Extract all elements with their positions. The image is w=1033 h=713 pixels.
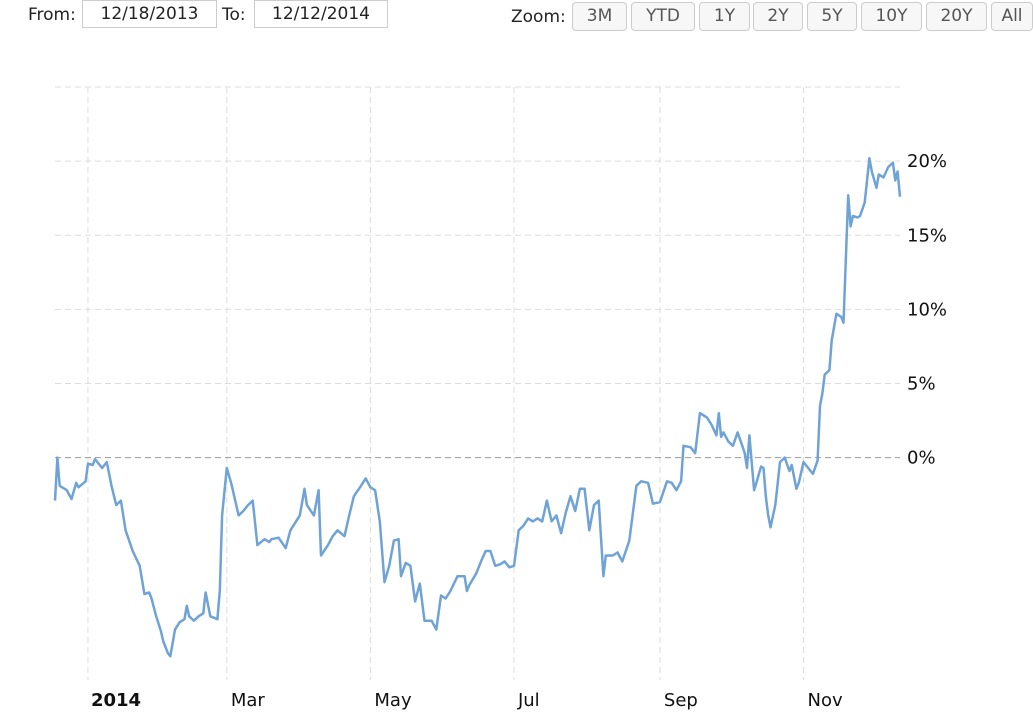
x-tick-label: Jul <box>517 690 540 711</box>
y-tick-label: 20% <box>907 151 947 172</box>
zoom-button[interactable]: All <box>991 2 1033 31</box>
zoom-button[interactable]: 2Y <box>753 2 803 31</box>
line <box>53 156 902 658</box>
y-tick-label: 5% <box>907 374 936 395</box>
y-tick-label: 0% <box>907 448 936 469</box>
y-tick-label: 15% <box>907 225 947 246</box>
x-tick-label: Nov <box>807 690 842 711</box>
zoom-button[interactable]: 10Y <box>861 2 922 31</box>
toolbar: From: 12/18/2013 To: 12/12/2014 Zoom: 3M… <box>0 0 1033 32</box>
zoom-button[interactable]: YTD <box>631 2 695 31</box>
y-tick-label: 10% <box>907 299 947 320</box>
x-tick-label: 2014 <box>91 690 141 711</box>
zoom-label: Zoom: <box>511 7 566 27</box>
from-input[interactable]: 12/18/2013 <box>82 0 217 28</box>
from-label: From: <box>28 5 76 25</box>
x-tick-label: May <box>374 690 412 711</box>
zoom-button[interactable]: 3M <box>572 2 627 31</box>
x-tick-label: Mar <box>231 690 266 711</box>
zoom-button[interactable]: 20Y <box>926 2 987 31</box>
to-label: To: <box>222 5 246 25</box>
x-tick-label: Sep <box>664 690 698 711</box>
zoom-button[interactable]: 5Y <box>807 2 857 31</box>
zoom-button[interactable]: 1Y <box>699 2 750 31</box>
to-input[interactable]: 12/12/2014 <box>254 0 388 28</box>
